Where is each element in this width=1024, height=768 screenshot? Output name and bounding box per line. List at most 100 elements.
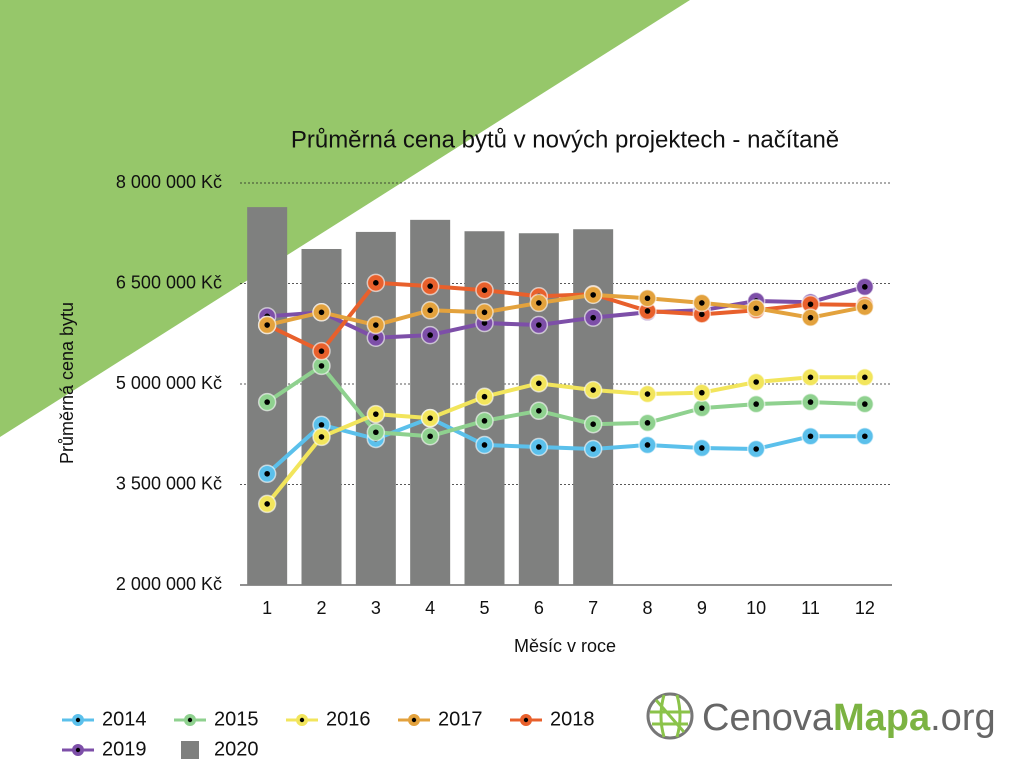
point-center (590, 387, 596, 393)
legend-label: 2018 (550, 708, 595, 730)
point-center (807, 314, 814, 321)
point-center (481, 287, 488, 294)
point-center (862, 374, 868, 381)
point-center (699, 389, 705, 396)
point-center (427, 283, 433, 289)
point-center (862, 304, 868, 310)
point-center (481, 442, 488, 448)
point-center (318, 434, 325, 440)
point-center (536, 444, 542, 450)
y-tick-label: 6 500 000 Kč (116, 272, 222, 292)
point-center (753, 305, 759, 312)
point-center (264, 470, 270, 477)
point-center (318, 422, 325, 428)
point-center (644, 391, 651, 397)
point-center (807, 374, 814, 381)
legend-label: 2015 (214, 708, 259, 730)
background-triangle (0, 0, 690, 437)
point-center (753, 446, 759, 452)
point-center (699, 445, 705, 451)
point-center (590, 421, 596, 428)
x-tick-label: 10 (746, 598, 766, 618)
bar (410, 219, 451, 585)
legend-label: 2017 (438, 708, 483, 730)
chart-title: Průměrná cena bytů v nových projektech -… (291, 126, 839, 153)
point-center (807, 433, 814, 440)
y-tick-label: 3 500 000 Kč (116, 473, 222, 493)
point-center (427, 415, 433, 421)
point-center (536, 300, 542, 306)
logo-text: CenovaMapa.org (702, 697, 996, 739)
y-tick-label: 8 000 000 Kč (116, 172, 222, 192)
point-center (862, 433, 868, 440)
y-tick-label: 2 000 000 Kč (116, 574, 222, 594)
point-center (427, 307, 433, 314)
point-center (373, 280, 379, 286)
point-center (427, 433, 433, 440)
legend-label: 2014 (102, 708, 147, 730)
legend-label: 2020 (214, 738, 259, 760)
point-center (807, 301, 814, 308)
legend-label: 2016 (326, 708, 371, 730)
bar (573, 229, 614, 586)
point-center (862, 284, 868, 290)
legend-marker-center (187, 717, 193, 723)
point-center (753, 401, 759, 407)
point-center (753, 379, 759, 385)
point-center (318, 348, 325, 354)
x-tick-label: 2 (316, 598, 326, 618)
point-center (699, 300, 705, 306)
point-center (590, 446, 596, 452)
point-center (373, 411, 379, 417)
point-center (373, 322, 379, 328)
point-center (318, 363, 325, 369)
x-tick-label: 11 (801, 598, 820, 618)
point-center (264, 399, 270, 405)
y-tick-label: 5 000 000 Kč (116, 373, 222, 393)
logo-part: Cenova (702, 697, 834, 739)
point-center (373, 429, 379, 436)
point-center (644, 308, 651, 314)
point-center (481, 309, 488, 316)
point-center (481, 320, 488, 326)
line (265, 416, 865, 476)
point-center (373, 334, 379, 341)
point-center (862, 401, 868, 407)
logo: CenovaMapa.org (646, 692, 996, 740)
x-tick-label: 12 (855, 598, 875, 618)
point-center (264, 322, 270, 328)
x-axis-label: Měsíc v roce (514, 636, 616, 656)
x-tick-label: 1 (262, 598, 272, 618)
point-center (699, 405, 705, 411)
legend-marker-center (75, 717, 81, 723)
point-center (644, 420, 651, 426)
x-tick-label: 5 (479, 598, 489, 618)
logo-part: Mapa (833, 697, 931, 739)
x-tick-label: 6 (534, 598, 544, 618)
x-tick-label: 3 (371, 598, 381, 618)
legend-marker-center (523, 717, 529, 723)
point-center (644, 442, 651, 448)
legend-marker-center (75, 747, 81, 753)
point-center (264, 501, 270, 507)
point-center (536, 408, 542, 414)
legend-marker-center (411, 717, 417, 723)
legend-label: 2019 (102, 738, 147, 760)
point-center (590, 292, 596, 298)
point-center (427, 332, 433, 338)
x-tick-label: 4 (425, 598, 435, 618)
point-center (536, 380, 542, 387)
point-center (590, 314, 596, 321)
y-axis-label: Průměrná cena bytu (57, 302, 77, 464)
legend-swatch (181, 741, 199, 759)
x-tick-label: 9 (697, 598, 707, 618)
point-center (536, 322, 542, 328)
point-center (807, 399, 814, 405)
logo-grid (650, 694, 690, 738)
logo-globe (646, 692, 694, 740)
point-center (644, 295, 651, 302)
legend-marker-center (299, 717, 305, 723)
point-center (699, 311, 705, 318)
x-tick-label: 8 (642, 598, 652, 618)
